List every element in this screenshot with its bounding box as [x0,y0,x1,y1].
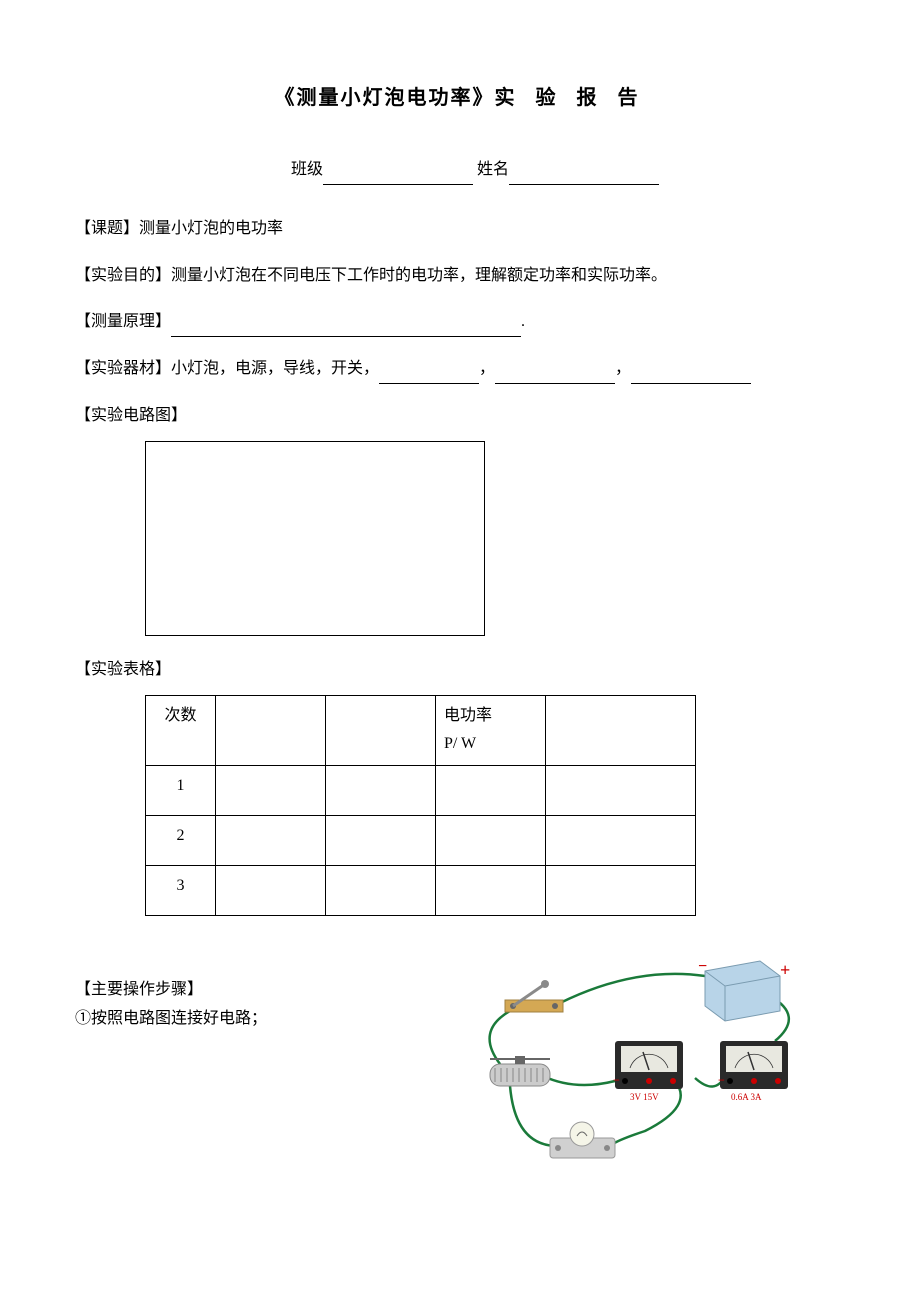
equipment-blank-1 [379,368,479,384]
header-col-power: 电功率 P/ W [436,695,546,766]
topic-text: 测量小灯泡的电功率 [139,220,283,237]
header-col-3 [326,695,436,766]
equipment-section: 【实验器材】小灯泡，电源，导线，开关， ， ， [75,355,845,384]
table-row: 2 [146,816,696,866]
cell [436,866,546,916]
equipment-label: 【实验器材】 [75,360,171,377]
equipment-text: 小灯泡，电源，导线，开关， [171,360,379,377]
purpose-text: 测量小灯泡在不同电压下工作时的电功率，理解额定功率和实际功率。 [171,267,667,284]
row-num: 1 [146,766,216,816]
circuit-section: 【实验电路图】 [75,402,845,636]
ammeter-label: 0.6A 3A [731,1092,762,1102]
title-main: 《测量小灯泡电功率》 [275,87,495,109]
cell [326,866,436,916]
row-num: 2 [146,816,216,866]
table-row: 1 [146,766,696,816]
voltmeter-label: 3V 15V [630,1092,659,1102]
purpose-section: 【实验目的】测量小灯泡在不同电压下工作时的电功率，理解额定功率和实际功率。 [75,262,845,291]
cell [436,766,546,816]
power-label-1: 电功率 [444,707,492,724]
header-col-count: 次数 [146,695,216,766]
switch-icon [505,980,563,1012]
table-row: 3 [146,866,696,916]
physical-circuit-diagram: − + [415,956,845,1166]
principle-end: . [521,313,525,330]
name-label: 姓名 [477,161,509,178]
svg-text:−: − [613,1073,620,1087]
steps-label: 【主要操作步骤】 [75,976,415,1005]
battery-minus: − [698,958,707,975]
circuit-label: 【实验电路图】 [75,407,187,424]
document-title: 《测量小灯泡电功率》实 验 报 告 [75,80,845,116]
bulb-icon [550,1122,615,1158]
power-label-2: P/ W [444,735,476,752]
equipment-sep1: ， [479,360,495,377]
cell [216,816,326,866]
cell [326,766,436,816]
table-label: 【实验表格】 [75,661,171,678]
wire [560,974,705,1003]
equipment-blank-2 [495,368,615,384]
equipment-blank-3 [631,368,751,384]
circuit-svg: − + [415,956,845,1166]
cell [216,866,326,916]
table-section: 【实验表格】 次数 电功率 P/ W 1 2 3 [75,656,845,916]
steps-text: 【主要操作步骤】 ①按照电路图连接好电路； [75,956,415,1034]
name-blank [509,165,659,185]
data-table: 次数 电功率 P/ W 1 2 3 [145,695,696,917]
wire [510,1086,555,1146]
battery-plus: + [780,960,790,980]
wire [610,1081,681,1146]
wire [543,1076,615,1085]
steps-section: 【主要操作步骤】 ①按照电路图连接好电路； − + [75,956,845,1166]
equipment-sep2: ， [615,360,631,377]
principle-blank [171,321,521,337]
purpose-label: 【实验目的】 [75,267,171,284]
table-header-row: 次数 电功率 P/ W [146,695,696,766]
student-info-line: 班级 姓名 [75,156,845,185]
topic-label: 【课题】 [75,220,139,237]
circuit-diagram-box [145,441,485,636]
topic-section: 【课题】测量小灯泡的电功率 [75,215,845,244]
class-blank [323,165,473,185]
title-sub: 实 验 报 告 [495,87,646,109]
ammeter-icon: 0.6A 3A − [718,1041,788,1102]
cell [546,816,696,866]
cell [436,816,546,866]
header-col-2 [216,695,326,766]
cell [546,766,696,816]
cell [546,866,696,916]
svg-text:−: − [718,1073,725,1087]
step-1: ①按照电路图连接好电路； [75,1005,415,1034]
principle-section: 【测量原理】. [75,308,845,337]
principle-label: 【测量原理】 [75,313,171,330]
wire [490,1011,510,1064]
header-col-5 [546,695,696,766]
voltmeter-icon: 3V 15V − [613,1041,683,1102]
cell [326,816,436,866]
class-label: 班级 [291,161,323,178]
cell [216,766,326,816]
row-num: 3 [146,866,216,916]
battery-icon: − + [698,958,790,1021]
